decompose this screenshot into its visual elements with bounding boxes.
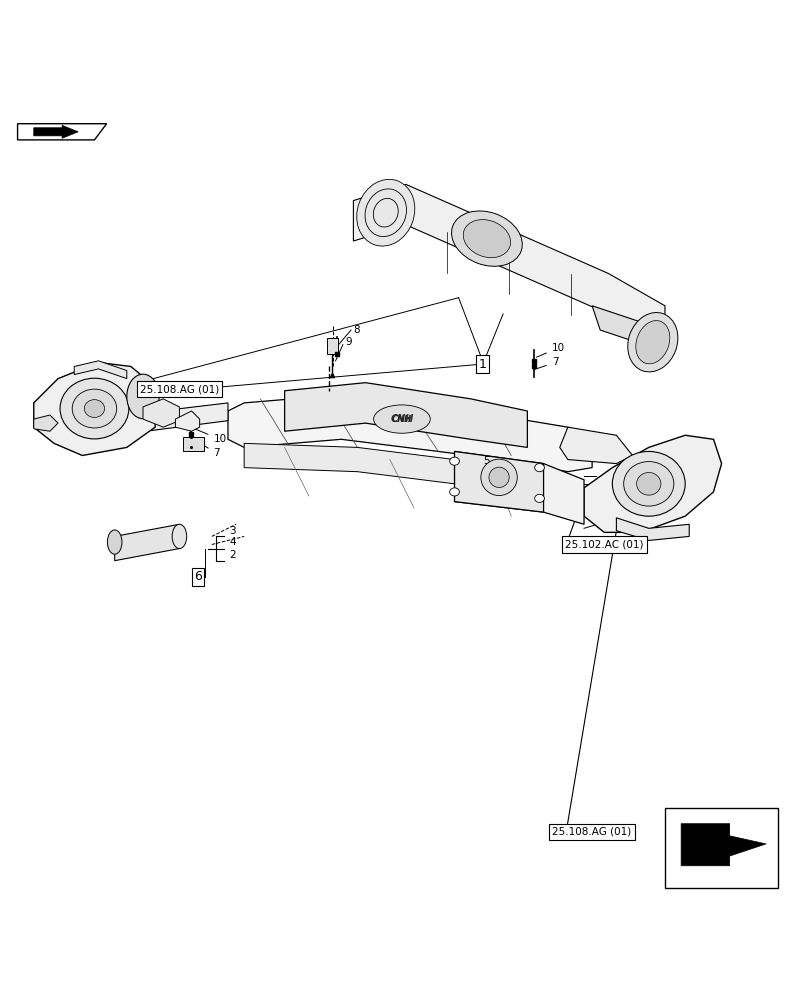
Polygon shape [74,361,127,379]
Text: 5: 5 [483,467,489,477]
Ellipse shape [373,405,430,433]
Text: 25.102.AC (01): 25.102.AC (01) [564,540,642,550]
Polygon shape [34,362,155,455]
Text: 3: 3 [230,526,236,536]
Ellipse shape [356,179,414,246]
Ellipse shape [636,472,660,495]
Polygon shape [175,411,200,431]
Text: 25.108.AG (01): 25.108.AG (01) [139,384,219,394]
Polygon shape [454,451,583,524]
Polygon shape [244,443,567,500]
Ellipse shape [449,457,459,465]
Ellipse shape [627,313,677,372]
Ellipse shape [107,530,122,554]
Polygon shape [583,435,721,532]
Text: 8: 8 [353,325,359,335]
Polygon shape [454,451,543,512]
Ellipse shape [449,488,459,496]
Polygon shape [143,399,179,427]
Polygon shape [559,427,632,464]
Polygon shape [228,395,591,472]
Text: 6: 6 [194,570,202,583]
Ellipse shape [611,451,684,516]
Text: CNH: CNH [390,414,413,424]
Polygon shape [127,403,228,434]
Text: 10: 10 [536,343,564,357]
Ellipse shape [534,464,543,472]
Text: 4: 4 [230,537,236,547]
Polygon shape [353,184,664,346]
Ellipse shape [534,494,543,502]
Polygon shape [285,383,526,447]
Text: 7: 7 [534,357,558,370]
Polygon shape [680,824,765,866]
Text: 25.108.AG (01): 25.108.AG (01) [551,827,631,837]
Ellipse shape [451,211,521,266]
Bar [326,338,337,354]
Ellipse shape [84,400,105,417]
Text: 5: 5 [483,456,489,466]
Ellipse shape [72,389,117,428]
Polygon shape [591,306,672,354]
Bar [183,437,204,451]
Polygon shape [616,518,689,540]
Ellipse shape [172,524,187,549]
Text: 1: 1 [478,358,487,371]
Ellipse shape [127,374,159,419]
Text: CNH: CNH [392,415,411,424]
Ellipse shape [635,321,669,364]
Ellipse shape [463,220,510,258]
Text: 10: 10 [193,428,226,444]
Ellipse shape [365,189,406,237]
Polygon shape [114,524,179,561]
Ellipse shape [60,378,129,439]
Ellipse shape [373,198,397,227]
Text: 9: 9 [345,337,351,347]
Polygon shape [34,125,78,138]
Ellipse shape [480,459,517,496]
Ellipse shape [488,467,508,487]
Polygon shape [18,124,106,140]
Text: 7: 7 [195,441,220,458]
Polygon shape [34,415,58,431]
Bar [664,808,777,888]
Text: 2: 2 [230,550,236,560]
Ellipse shape [623,462,673,506]
